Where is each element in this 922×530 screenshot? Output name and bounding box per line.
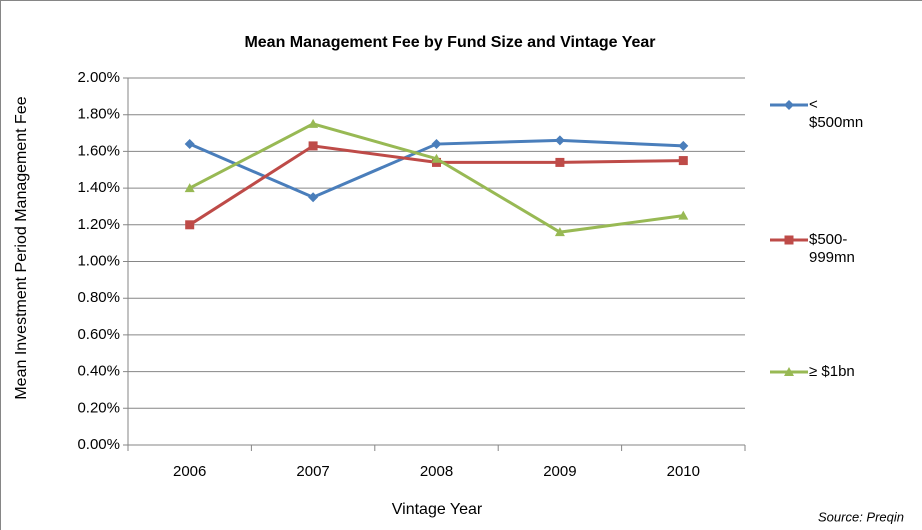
marker	[555, 157, 565, 167]
x-tick-label: 2010	[667, 463, 700, 480]
marker	[431, 139, 442, 150]
legend-label: ≥ $1bn	[809, 363, 855, 380]
y-tick-label: 0.80%	[77, 289, 120, 306]
marker	[185, 220, 195, 230]
marker	[784, 100, 794, 110]
x-tick-label: 2007	[296, 463, 329, 480]
legend-label: < $500mn	[809, 96, 864, 131]
y-tick-label: 1.20%	[77, 216, 120, 233]
marker	[308, 118, 319, 128]
marker	[784, 235, 794, 245]
marker	[678, 156, 688, 166]
x-axis-label: Vintage Year	[392, 501, 483, 518]
y-tick-label: 1.40%	[77, 179, 120, 196]
y-tick-label: 1.80%	[77, 106, 120, 123]
x-tick-label: 2008	[420, 463, 453, 480]
source-note: Source: Preqin	[818, 509, 904, 524]
marker	[184, 139, 195, 150]
x-tick-label: 2009	[543, 463, 576, 480]
x-tick-label: 2006	[173, 463, 206, 480]
marker	[784, 367, 794, 376]
y-tick-label: 0.20%	[77, 399, 120, 416]
y-tick-label: 1.60%	[77, 142, 120, 159]
chart-title: Mean Management Fee by Fund Size and Vin…	[244, 34, 655, 51]
marker	[554, 135, 565, 146]
marker	[431, 153, 442, 163]
y-tick-label: 2.00%	[77, 69, 120, 86]
marker	[308, 141, 318, 151]
y-tick-label: 0.40%	[77, 363, 120, 380]
marker	[184, 183, 195, 193]
legend-label: $500-999mn	[809, 231, 855, 266]
marker	[678, 140, 689, 151]
y-tick-label: 0.00%	[77, 436, 120, 453]
y-tick-label: 1.00%	[77, 252, 120, 269]
marker	[554, 227, 565, 237]
marker	[308, 192, 319, 203]
marker	[678, 210, 689, 220]
y-axis-label: Mean Investment Period Management Fee	[13, 96, 30, 399]
y-tick-label: 0.60%	[77, 326, 120, 343]
